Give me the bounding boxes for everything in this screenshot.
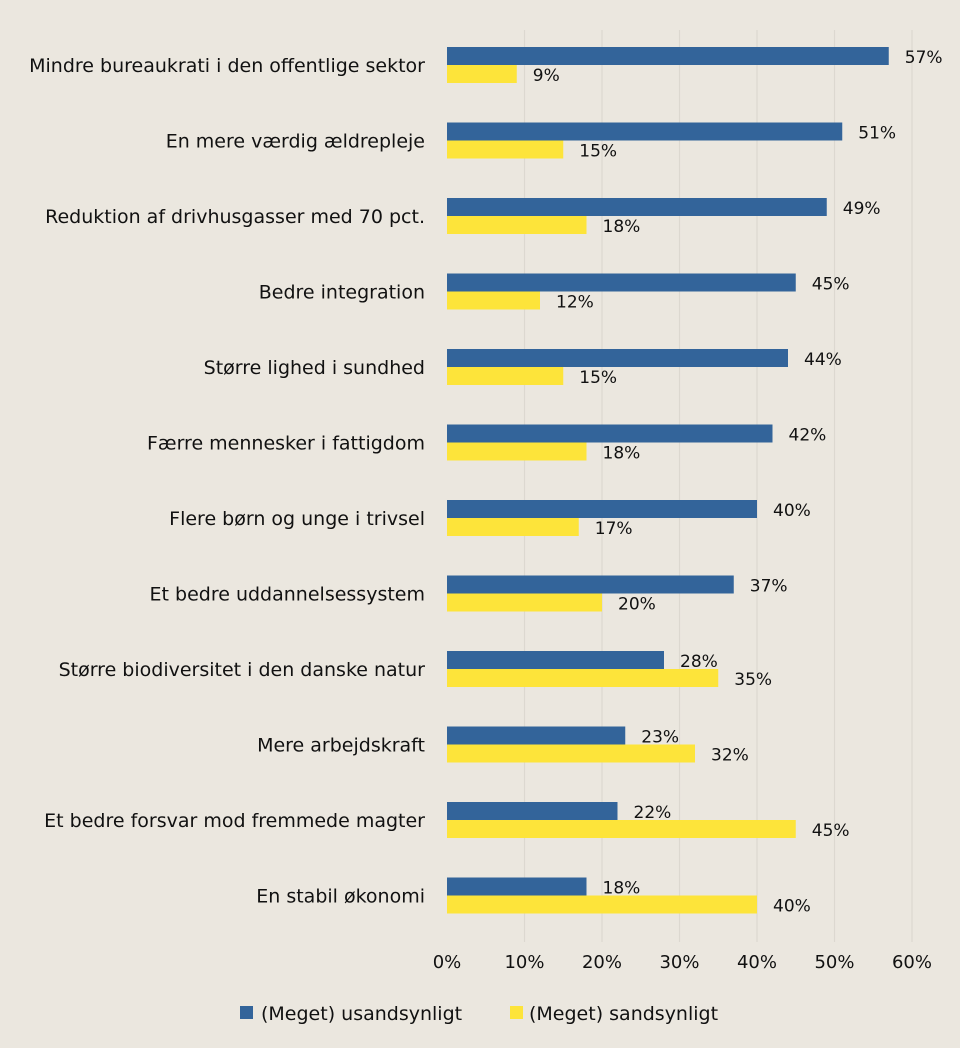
bar-usandsynligt — [447, 802, 618, 820]
bar-usandsynligt — [447, 651, 664, 669]
bar-sandsynligt — [447, 140, 564, 159]
bar-sandsynligt — [447, 820, 796, 838]
category-label: Færre mennesker i fattigdom — [147, 433, 425, 455]
category-labels: Mindre bureaukrati i den offentlige sekt… — [29, 55, 425, 908]
value-label: 51% — [858, 124, 896, 144]
bar-usandsynligt — [447, 575, 734, 594]
bar-usandsynligt — [447, 47, 889, 65]
bar-sandsynligt — [447, 291, 540, 310]
bar-usandsynligt — [447, 424, 773, 443]
bar-usandsynligt — [447, 273, 796, 292]
bar-sandsynligt — [447, 669, 719, 687]
x-tick-label: 20% — [582, 952, 622, 973]
value-label: 20% — [618, 595, 656, 615]
value-label: 15% — [579, 142, 617, 162]
bar-usandsynligt — [447, 877, 587, 896]
value-label: 17% — [595, 519, 633, 539]
legend: (Meget) usandsynligt (Meget) sandsynligt — [240, 1003, 718, 1025]
value-label: 9% — [533, 66, 560, 86]
value-label: 18% — [603, 217, 641, 237]
category-label: Større lighed i sundhed — [204, 357, 425, 379]
category-label: Et bedre uddannelsessystem — [150, 584, 425, 606]
category-label: Mere arbejdskraft — [257, 735, 425, 757]
value-label: 40% — [773, 897, 811, 917]
value-label: 28% — [680, 652, 718, 672]
value-label: 22% — [634, 803, 672, 823]
legend-swatch — [240, 1006, 253, 1019]
value-label: 49% — [843, 199, 881, 219]
legend-swatch — [510, 1006, 523, 1019]
value-label: 37% — [750, 577, 788, 597]
legend-label: (Meget) sandsynligt — [529, 1003, 718, 1025]
category-label: En stabil økonomi — [256, 886, 425, 908]
value-label: 42% — [789, 426, 827, 446]
x-tick-label: 30% — [659, 952, 699, 973]
bar-usandsynligt — [447, 349, 788, 367]
value-label: 45% — [812, 821, 850, 841]
value-label: 35% — [734, 670, 772, 690]
bar-usandsynligt — [447, 500, 757, 518]
bar-sandsynligt — [447, 367, 564, 385]
category-label: Mindre bureaukrati i den offentlige sekt… — [29, 55, 425, 77]
category-label: Et bedre forsvar mod fremmede magter — [44, 810, 425, 832]
x-tick-label: 40% — [737, 952, 777, 973]
x-tick-label: 50% — [814, 952, 854, 973]
x-tick-label: 60% — [892, 952, 932, 973]
legend-label: (Meget) usandsynligt — [261, 1003, 462, 1025]
x-axis-ticks: 0% 10% 20% 30% 40% 50% 60% — [433, 952, 932, 973]
bar-sandsynligt — [447, 895, 757, 914]
value-label: 45% — [812, 275, 850, 295]
value-label: 40% — [773, 501, 811, 521]
gridlines — [523, 30, 913, 942]
bars — [447, 47, 889, 914]
bar-usandsynligt — [447, 726, 626, 745]
category-label: Flere børn og unge i trivsel — [169, 508, 425, 530]
category-label: Større biodiversitet i den danske natur — [59, 659, 426, 681]
category-label: En mere værdig ældrepleje — [166, 131, 425, 153]
bar-sandsynligt — [447, 442, 587, 461]
category-label: Bedre integration — [259, 282, 425, 304]
bar-sandsynligt — [447, 216, 587, 234]
value-label: 44% — [804, 350, 842, 370]
value-label: 12% — [556, 293, 594, 313]
bar-sandsynligt — [447, 744, 695, 763]
value-label: 23% — [641, 728, 679, 748]
value-labels: 57% 9% 51% 15% 49% 18% 45% 12% 44% 15% 42% 18% 40% 17… — [533, 48, 943, 917]
bar-sandsynligt — [447, 518, 579, 536]
bar-usandsynligt — [447, 198, 827, 216]
bar-usandsynligt — [447, 122, 843, 141]
value-label: 18% — [603, 444, 641, 464]
category-label: Reduktion af drivhusgasser med 70 pct. — [45, 206, 425, 228]
x-tick-label: 0% — [433, 952, 462, 973]
value-label: 15% — [579, 368, 617, 388]
x-tick-label: 10% — [504, 952, 544, 973]
value-label: 57% — [905, 48, 943, 68]
value-label: 18% — [603, 879, 641, 899]
bar-sandsynligt — [447, 65, 517, 83]
value-label: 32% — [711, 746, 749, 766]
bar-sandsynligt — [447, 593, 602, 612]
